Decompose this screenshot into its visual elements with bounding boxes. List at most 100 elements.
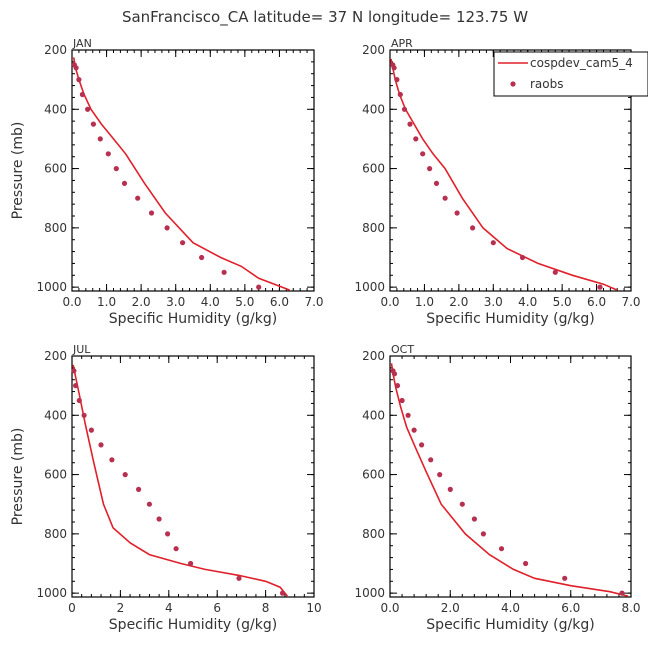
x-tick-label: 7.0 <box>304 295 323 309</box>
x-tick-label: 0.0 <box>62 295 81 309</box>
obs-point <box>391 371 398 377</box>
obs-point <box>498 546 505 552</box>
obs-point <box>523 560 529 567</box>
x-tick-label: 5.0 <box>553 295 572 309</box>
obs-point <box>428 457 434 463</box>
obs-point <box>519 254 526 261</box>
x-tick-label: 10 <box>306 601 321 615</box>
x-tick-label: 7.0 <box>621 295 640 309</box>
obs-point <box>420 151 426 157</box>
legend-label-obs: raobs <box>530 77 564 91</box>
y-tick-label: 200 <box>44 43 67 57</box>
x-tick-label: 0 <box>68 601 76 615</box>
legend: cospdev_cam5_4 raobs <box>493 51 648 97</box>
obs-point <box>121 180 128 186</box>
x-tick-label: 2 <box>117 601 125 615</box>
obs-point <box>471 516 477 522</box>
obs-point <box>76 77 82 83</box>
model-line <box>72 57 291 291</box>
obs-point <box>399 397 405 404</box>
obs-point <box>490 240 496 246</box>
x-tick-label: 2.0 <box>132 295 151 309</box>
panel-jul: JUL 0 2 4 6 8 10 200 400 600 800 1000 Specific Humid… <box>10 343 322 633</box>
y-tick-label: 200 <box>362 349 385 363</box>
y-axis-label: Pressure (mb) <box>10 428 26 526</box>
obs-point <box>165 531 171 537</box>
obs-point <box>413 136 419 142</box>
panel-apr: APR 0.0 1.0 2.0 3.0 4.0 5.0 6.0 7.0 200 400 600 800 1… <box>354 37 640 327</box>
obs-point <box>199 254 205 261</box>
y-tick-label: 600 <box>362 468 385 482</box>
obs-point <box>180 240 186 246</box>
panel-oct: OCT 0.0 2.0 4.0 6.0 8.0 200 400 600 800 1000 Specif… <box>354 343 640 633</box>
y-tick-label: 1000 <box>36 586 67 600</box>
obs-point <box>136 486 142 492</box>
obs-point <box>419 442 425 448</box>
x-tick-label: 6 <box>213 601 221 615</box>
y-tick-label: 600 <box>44 162 67 176</box>
x-tick-label: 4.0 <box>501 601 520 615</box>
obs-point <box>619 590 625 596</box>
obs-point <box>470 225 476 231</box>
x-tick-label: 1.0 <box>97 295 116 309</box>
obs-point <box>113 166 119 172</box>
obs-point <box>427 166 433 172</box>
obs-point <box>109 457 115 463</box>
x-tick-label: 3.0 <box>166 295 185 309</box>
obs-point <box>401 106 408 112</box>
panel-label: JUL <box>72 343 91 356</box>
obs-point <box>279 590 286 596</box>
plot-frame <box>389 49 632 292</box>
x-tick-label: 8 <box>262 601 270 615</box>
y-tick-label: 400 <box>44 408 67 422</box>
y-tick-label: 400 <box>362 102 385 116</box>
obs-point <box>88 427 94 433</box>
model-line <box>390 58 618 291</box>
x-tick-label: 8.0 <box>621 601 640 615</box>
model-line <box>72 364 289 597</box>
y-tick-label: 800 <box>362 527 385 541</box>
obs-point <box>394 383 401 389</box>
obs-point <box>391 65 397 71</box>
obs-point <box>442 195 448 201</box>
obs-point <box>454 210 460 216</box>
obs-point <box>146 501 152 507</box>
obs-point <box>407 121 413 127</box>
obs-point <box>236 575 242 581</box>
obs-point <box>97 136 103 142</box>
x-tick-label: 5.0 <box>235 295 254 309</box>
obs-point <box>394 77 400 83</box>
obs-point <box>79 91 85 98</box>
obs-point <box>173 546 179 552</box>
x-tick-label: 4 <box>165 601 173 615</box>
x-axis-label: Specific Humidity (g/kg) <box>109 311 277 327</box>
obs-point <box>447 486 453 492</box>
obs-point <box>71 368 77 374</box>
chart-title: SanFrancisco_CA latitude= 37 N longitude… <box>122 8 528 27</box>
x-tick-label: 0.0 <box>380 295 399 309</box>
legend-label-model: cospdev_cam5_4 <box>530 56 633 70</box>
obs-point <box>156 516 162 522</box>
obs-point <box>73 65 79 71</box>
x-tick-label: 4.0 <box>518 295 537 309</box>
legend-point-swatch <box>510 81 516 87</box>
y-tick-label: 1000 <box>354 280 385 294</box>
obs-point <box>188 560 194 567</box>
plot-frame <box>71 49 315 292</box>
plot-frame <box>389 355 632 598</box>
obs-point <box>73 383 79 389</box>
obs-point <box>85 106 91 112</box>
obs-point <box>90 121 96 127</box>
x-tick-label: 1.0 <box>415 295 434 309</box>
obs-point <box>411 427 417 433</box>
y-tick-label: 400 <box>44 102 67 116</box>
panel-label: APR <box>391 37 413 50</box>
obs-point <box>135 195 141 201</box>
obs-point <box>164 225 170 231</box>
y-tick-label: 200 <box>44 349 67 363</box>
obs-point <box>76 397 82 404</box>
x-tick-label: 6.0 <box>561 601 580 615</box>
obs-point <box>397 91 403 98</box>
y-tick-label: 1000 <box>354 586 385 600</box>
